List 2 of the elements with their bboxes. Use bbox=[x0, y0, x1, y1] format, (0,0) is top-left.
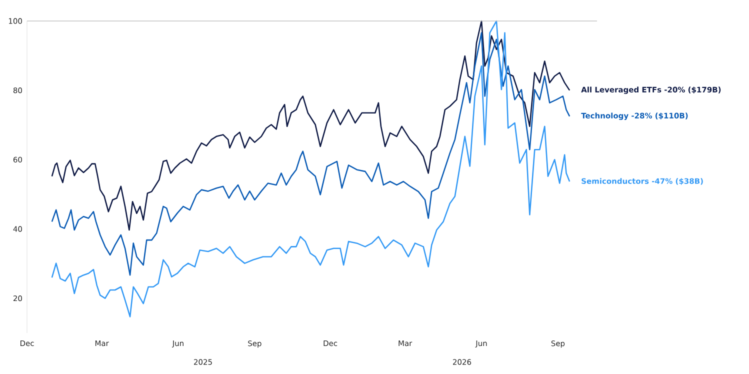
line-series bbox=[51, 20, 570, 318]
line-series bbox=[51, 32, 570, 276]
